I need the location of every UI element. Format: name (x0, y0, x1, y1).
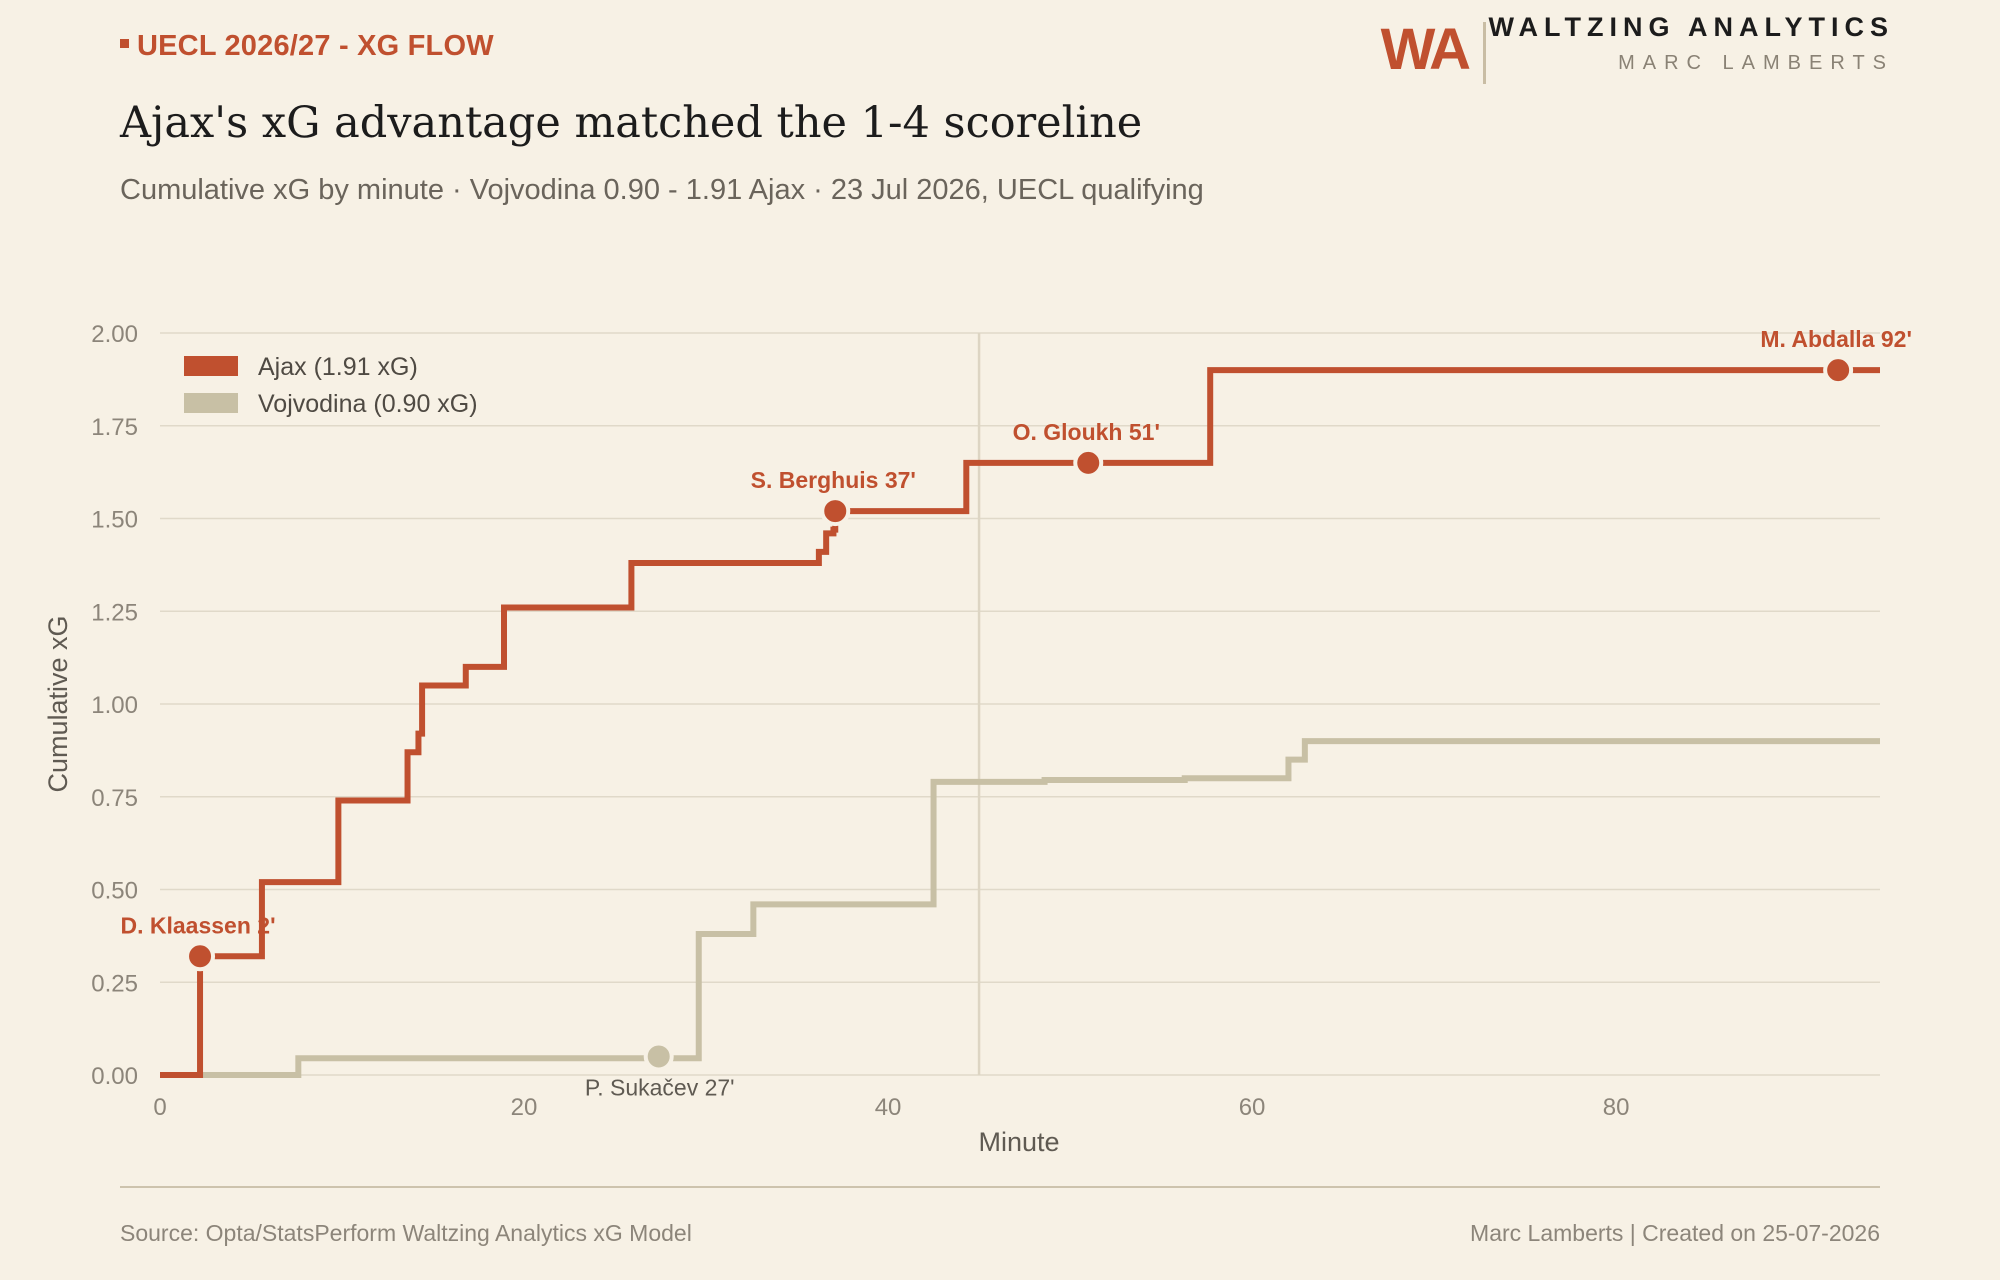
brand-name: WALTZING ANALYTICS (1488, 12, 1894, 42)
goal-label: S. Berghuis 37' (751, 467, 916, 493)
x-tick-label: 20 (511, 1094, 538, 1121)
y-axis-title: Cumulative xG (43, 615, 73, 792)
series-line-ajax (160, 367, 1880, 1078)
y-tick-label: 1.00 (91, 692, 138, 719)
footer-divider (120, 1186, 1880, 1188)
page-subtitle: Cumulative xG by minute · Vojvodina 0.90… (120, 174, 1204, 206)
goal-label: M. Abdalla 92' (1760, 326, 1912, 352)
legend-label: Ajax (1.91 xG) (258, 353, 418, 381)
kicker: UECL 2026/27 - XG FLOW (120, 30, 494, 63)
y-tick-label: 1.50 (91, 507, 138, 534)
goal-marker (643, 1041, 674, 1072)
goal-marker (820, 496, 851, 527)
y-tick-label: 2.00 (91, 321, 138, 348)
y-tick-label: 0.25 (91, 970, 138, 997)
goal-label: D. Klaassen 2' (121, 912, 276, 938)
goal-label: O. Gloukh 51' (1013, 419, 1160, 445)
goal-label: P. Sukačev 27' (585, 1074, 735, 1100)
kicker-square-icon (120, 38, 129, 48)
brand-logo: WA (1380, 17, 1471, 82)
page-title: Ajax's xG advantage matched the 1-4 scor… (120, 98, 1143, 148)
x-tick-label: 40 (875, 1094, 902, 1121)
legend-swatch (184, 356, 238, 376)
y-tick-label: 0.75 (91, 785, 138, 812)
x-tick-label: 0 (153, 1094, 166, 1121)
kicker-text: UECL 2026/27 - XG FLOW (137, 30, 494, 62)
goal-marker (1823, 355, 1854, 386)
x-tick-label: 60 (1239, 1094, 1266, 1121)
brand-divider (1483, 22, 1486, 84)
goal-marker (185, 941, 216, 972)
footer-source: Source: Opta/StatsPerform Waltzing Analy… (120, 1220, 692, 1246)
y-tick-label: 0.00 (91, 1063, 138, 1090)
legend-swatch (184, 393, 238, 413)
legend-label: Vojvodina (0.90 xG) (258, 390, 478, 418)
y-tick-label: 1.25 (91, 599, 138, 626)
x-axis-title: Minute (978, 1127, 1059, 1157)
x-tick-label: 80 (1603, 1094, 1630, 1121)
y-tick-label: 0.50 (91, 878, 138, 905)
y-tick-label: 1.75 (91, 414, 138, 441)
goal-marker (1073, 447, 1104, 478)
series-line-vojvodina (160, 738, 1880, 1078)
brand-author: MARC LAMBERTS (1618, 52, 1894, 74)
footer-credit: Marc Lamberts | Created on 25-07-2026 (1470, 1220, 1880, 1246)
